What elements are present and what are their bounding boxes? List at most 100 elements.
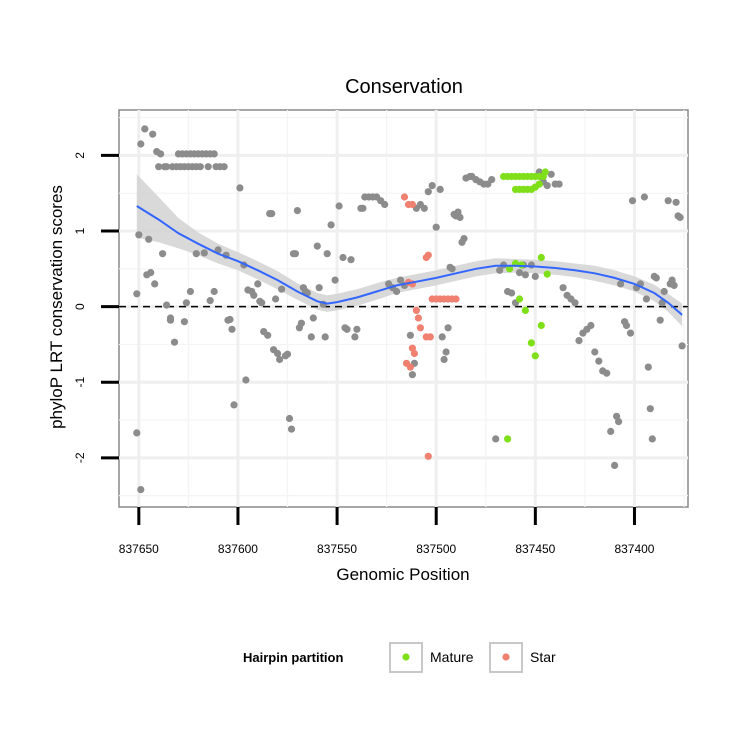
- data-point-other: [250, 291, 258, 299]
- data-point-other: [432, 223, 440, 231]
- data-point-mature: [506, 265, 514, 273]
- legend-label-star: Star: [530, 649, 556, 665]
- data-point-other: [186, 287, 194, 296]
- data-point-other: [196, 163, 204, 171]
- data-point-other: [642, 295, 651, 303]
- data-point-other: [559, 284, 567, 292]
- x-tick-label: 837400: [614, 542, 654, 556]
- series-mature: [500, 168, 551, 443]
- data-point-other: [291, 250, 299, 258]
- data-point-other: [307, 333, 315, 341]
- legend-label-mature: Mature: [430, 649, 474, 665]
- data-point-other: [230, 401, 238, 409]
- data-point-mature: [541, 168, 549, 176]
- x-tick-label: 837450: [515, 542, 555, 556]
- data-point-other: [442, 348, 450, 356]
- data-point-other: [678, 342, 686, 350]
- data-point-other: [381, 200, 389, 209]
- data-point-other: [200, 249, 208, 257]
- data-point-other: [163, 163, 171, 171]
- data-point-other: [224, 316, 232, 324]
- data-point-other: [521, 271, 530, 279]
- data-point-other: [351, 333, 359, 341]
- data-point-other: [591, 348, 599, 356]
- data-point-other: [640, 193, 649, 201]
- x-tick-label: 837600: [218, 542, 258, 556]
- x-tick-label: 837500: [416, 542, 456, 556]
- data-point-other: [656, 316, 664, 324]
- legend: Hairpin partition Mature Star: [243, 642, 556, 673]
- data-point-other: [393, 287, 401, 296]
- data-point-other: [155, 163, 163, 171]
- data-point-other: [180, 318, 188, 326]
- data-point-other: [646, 405, 654, 413]
- data-point-star: [424, 452, 432, 460]
- data-point-other: [315, 284, 323, 292]
- data-point-other: [555, 180, 563, 188]
- axes: 837650 837600 837550 837500 837450 837400 -2 -1…: [73, 152, 655, 556]
- data-point-other: [347, 256, 355, 264]
- data-point-other: [287, 425, 296, 433]
- data-point-other: [264, 331, 272, 339]
- data-point-other: [547, 170, 555, 178]
- data-point-other: [359, 204, 367, 212]
- data-point-other: [313, 242, 321, 250]
- data-point-other: [293, 207, 301, 215]
- data-point-other: [220, 163, 228, 171]
- data-point-other: [676, 213, 684, 221]
- data-point-other: [285, 414, 294, 423]
- data-point-other: [182, 299, 190, 307]
- data-point-other: [531, 272, 539, 280]
- data-point-other: [607, 427, 615, 435]
- data-point-other: [137, 486, 145, 494]
- y-axis-title: phyloP LRT conservation scores: [47, 185, 66, 429]
- data-point-other: [420, 204, 428, 212]
- plot-panel: [118, 109, 689, 508]
- data-point-star: [400, 193, 409, 201]
- data-point-other: [615, 418, 623, 426]
- data-point-other: [496, 266, 504, 274]
- legend-swatch-star: [502, 653, 510, 661]
- data-point-other: [170, 338, 179, 346]
- data-point-other: [137, 140, 145, 148]
- data-point-other: [254, 280, 262, 288]
- data-point-star: [410, 349, 418, 358]
- data-point-other: [343, 325, 351, 333]
- data-point-mature: [537, 321, 545, 330]
- data-point-other: [492, 435, 500, 443]
- data-point-other: [438, 333, 446, 341]
- x-tick-label: 837550: [317, 542, 357, 556]
- data-point-other: [323, 250, 331, 258]
- data-point-other: [460, 235, 468, 243]
- data-point-other: [339, 253, 347, 262]
- x-tick-label: 837650: [119, 542, 159, 556]
- data-point-other: [353, 325, 361, 333]
- data-point-mature: [521, 306, 530, 314]
- data-point-other: [133, 429, 141, 437]
- data-point-mature: [537, 253, 545, 262]
- data-point-mature: [535, 180, 543, 188]
- data-point-other: [272, 295, 280, 303]
- y-tick-label: 1: [73, 227, 87, 234]
- smooth-trend-line: [136, 205, 683, 316]
- data-point-other: [527, 261, 536, 269]
- data-point-other: [192, 250, 200, 258]
- data-point-star: [414, 314, 422, 322]
- y-tick-label: -2: [73, 452, 87, 463]
- data-point-other: [571, 299, 579, 307]
- data-point-other: [149, 130, 157, 138]
- data-point-other: [135, 231, 143, 239]
- data-point-other: [644, 363, 652, 371]
- data-point-other: [236, 184, 244, 192]
- data-point-other: [141, 125, 149, 133]
- data-point-other: [309, 314, 317, 322]
- data-point-other: [396, 276, 405, 284]
- data-point-star: [424, 251, 432, 259]
- data-point-other: [444, 324, 452, 332]
- data-point-other: [166, 314, 175, 322]
- x-axis-title: Genomic Position: [336, 565, 469, 584]
- data-point-other: [626, 329, 635, 337]
- data-point-other: [258, 299, 266, 307]
- data-point-other: [278, 285, 286, 293]
- data-point-other: [242, 376, 250, 384]
